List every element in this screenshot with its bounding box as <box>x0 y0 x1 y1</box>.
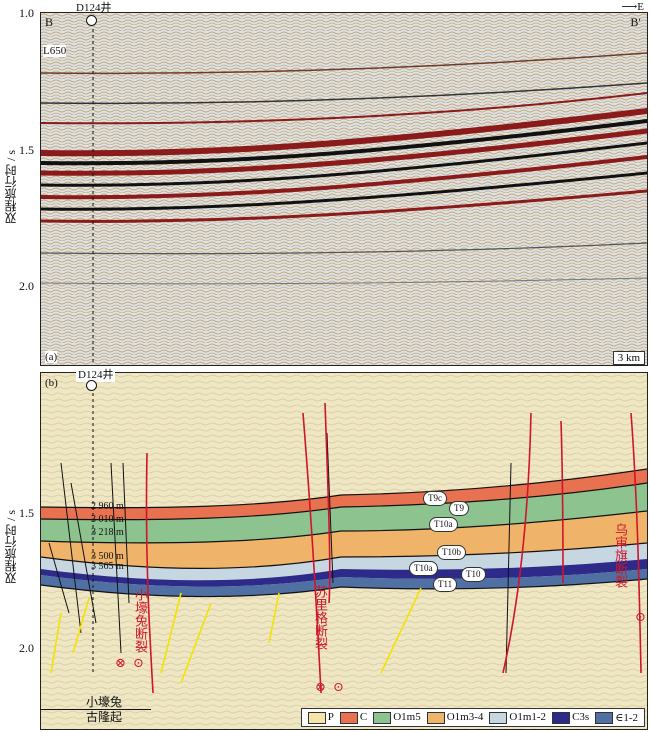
seismic-section-b <box>41 373 647 729</box>
depth-label: 2 960 m <box>91 501 124 512</box>
horizon-label: T9c <box>423 491 447 506</box>
depth-label: 3 218 m <box>91 527 124 538</box>
tick-b-1: 1.5 <box>19 506 34 520</box>
seismic-section-a <box>41 13 647 365</box>
horizon-label: T10b <box>437 545 466 560</box>
region-line-2: 古隆起 <box>85 710 122 724</box>
legend-item: C3s <box>552 711 589 724</box>
legend-item: ∈1-2 <box>595 711 638 724</box>
well-label-b: D124井 <box>76 366 116 382</box>
legend-item: O1m5 <box>373 711 421 724</box>
fault-label: 小壕兔断裂 <box>133 588 148 653</box>
depth-label: 3 500 m <box>91 551 124 562</box>
horizon-label: T9 <box>449 501 469 516</box>
region-line-1: 小壕兔 <box>85 695 122 709</box>
tick-a-3: 2.0 <box>19 279 34 293</box>
into-page-icon: ⊗ <box>115 655 126 670</box>
region-label: 小壕兔 古隆起 <box>69 695 139 725</box>
marker-b-left: B <box>45 15 54 29</box>
legend-item: P <box>307 711 334 724</box>
east-arrow-icon: ⟶ <box>621 1 638 13</box>
out-of-page-icon: ⊙ <box>333 679 344 694</box>
y-axis-label-b: 双程旅行时 / s <box>4 510 18 585</box>
panel-a-tag: (a) <box>45 351 58 363</box>
legend: P C O1m5 O1m3-4 O1m1-2 C3s ∈1-2 <box>300 707 645 727</box>
scale-bar: 3 km <box>612 351 645 365</box>
out-of-page-icon: ⊙ <box>635 609 646 624</box>
fault-label: 苏里格断裂 <box>313 585 328 650</box>
legend-item: O1m1-2 <box>489 711 546 724</box>
depth-label: 3 010 m <box>91 514 124 525</box>
depth-label: 3 565 m <box>91 561 124 572</box>
horizon-label: T11 <box>433 577 458 592</box>
y-axis-label-a: 双程旅行时 / s <box>4 150 18 225</box>
horizon-label: T10a <box>409 561 438 576</box>
well-icon-b <box>86 380 97 391</box>
well-label-a: D124井 <box>76 2 112 14</box>
horizon-label: T10a <box>429 517 458 532</box>
region-extent-arrow <box>41 709 151 710</box>
horizon-label: T10 <box>461 567 486 582</box>
seismic-panel-b: (b) 2 960 m 3 010 m 3 218 m 3 500 m 3 56… <box>40 372 648 730</box>
marker-b-right: B′ <box>630 15 641 29</box>
tick-a-2: 1.5 <box>19 143 34 157</box>
tick-a-1: 1.0 <box>19 6 34 20</box>
legend-item: C <box>339 711 367 724</box>
panel-b-tag: (b) <box>45 377 58 389</box>
seismic-panel-a: B B′ L650 (a) 3 km <box>40 12 648 366</box>
line-label: L650 <box>43 45 67 57</box>
fault-label: 乌审旗断裂 <box>613 523 628 588</box>
tick-b-2: 2.0 <box>19 641 34 655</box>
out-of-page-icon: ⊙ <box>133 655 144 670</box>
into-page-icon: ⊗ <box>315 679 326 694</box>
well-icon-a <box>86 15 97 26</box>
east-label: E <box>637 1 644 13</box>
east-arrow: ⟶E <box>621 0 644 13</box>
legend-item: O1m3-4 <box>426 711 483 724</box>
